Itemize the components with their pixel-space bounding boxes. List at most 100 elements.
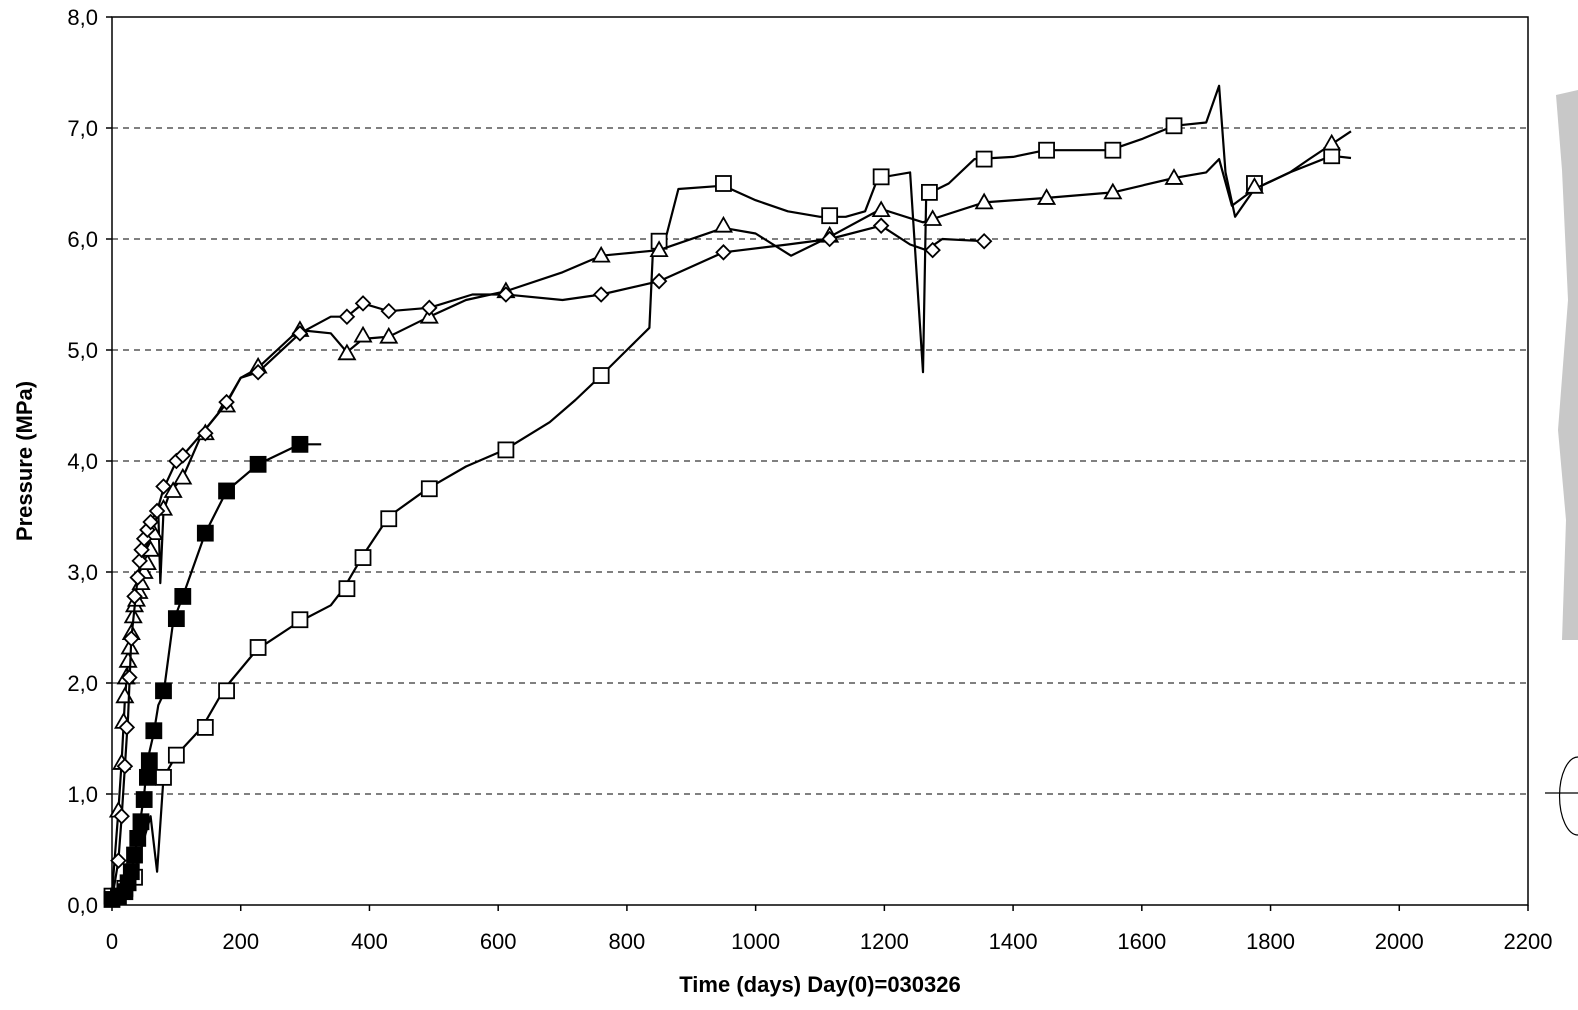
data-point-filled-square	[132, 813, 150, 831]
data-point-open-square	[1038, 141, 1055, 159]
data-point-open-diamond	[497, 286, 515, 303]
data-point-open-square	[975, 150, 993, 168]
x-axis-ticks: 0 200 400 600 800 1000 1200 1400 1600 1800 2000 220…	[106, 905, 1553, 954]
sample-sketch-inset	[1545, 90, 1578, 836]
data-point-open-square	[354, 549, 372, 566]
data-point-open-diamond	[197, 424, 214, 442]
y-tick-label: 0,0	[67, 893, 98, 918]
x-tick-label: 2200	[1504, 929, 1553, 954]
sample-sketch-arc	[1558, 756, 1578, 836]
data-point-open-triangle	[115, 686, 135, 704]
x-tick-label: 1600	[1117, 929, 1166, 954]
y-tick-label: 5,0	[67, 338, 98, 363]
data-point-open-diamond	[821, 230, 838, 248]
data-point-open-square	[921, 183, 938, 201]
y-axis-ticks: 0,0 1,0 2,0 3,0 4,0 5,0 6,0 7,0 8,0	[67, 5, 112, 918]
x-tick-label: 200	[222, 929, 259, 954]
data-point-open-diamond	[174, 447, 192, 464]
data-point-open-square	[167, 746, 185, 764]
data-point-open-square	[249, 639, 267, 656]
series-open-triangle	[108, 130, 1352, 894]
data-point-filled-square	[135, 791, 153, 808]
data-point-filled-square	[145, 722, 163, 740]
data-point-open-diamond	[592, 286, 610, 303]
y-tick-label: 3,0	[67, 560, 98, 585]
data-point-filled-square	[155, 682, 172, 700]
data-point-open-diamond	[155, 478, 172, 495]
data-point-open-square	[1165, 117, 1183, 135]
y-tick-label: 2,0	[67, 671, 98, 696]
data-point-open-diamond	[131, 552, 148, 570]
data-point-filled-square	[249, 455, 267, 473]
y-axis-title: Pressure (MPa)	[12, 381, 37, 541]
series-line	[111, 84, 1352, 895]
data-point-filled-square	[140, 752, 158, 770]
data-point-open-diamond	[421, 299, 438, 317]
data-point-filled-square	[138, 768, 156, 786]
x-tick-label: 2000	[1375, 929, 1424, 954]
data-point-open-diamond	[126, 588, 143, 605]
x-tick-label: 0	[106, 929, 118, 954]
data-point-open-square	[291, 611, 309, 629]
x-tick-label: 1400	[989, 929, 1038, 954]
data-point-open-triangle	[163, 481, 183, 498]
data-point-filled-square	[122, 863, 140, 881]
data-point-filled-square	[218, 482, 235, 500]
data-point-open-triangle	[1103, 182, 1123, 200]
data-point-open-triangle	[923, 209, 943, 226]
data-point-open-diamond	[380, 302, 398, 320]
data-point-filled-square	[126, 846, 143, 864]
data-point-open-square	[821, 207, 839, 225]
data-point-open-diamond	[354, 295, 372, 312]
x-tick-label: 400	[351, 929, 388, 954]
series-line	[110, 130, 1352, 894]
data-point-open-triangle	[1322, 133, 1342, 151]
data-point-open-diamond	[142, 513, 159, 531]
data-point-open-diamond	[123, 630, 140, 647]
data-point-open-triangle	[713, 215, 734, 233]
data-point-open-diamond	[975, 232, 993, 250]
y-tick-label: 8,0	[67, 5, 98, 30]
data-point-open-diamond	[148, 502, 166, 520]
x-tick-label: 600	[480, 929, 517, 954]
data-point-open-diamond	[924, 241, 941, 259]
data-point-open-square	[497, 441, 515, 459]
data-point-open-square	[338, 580, 356, 598]
data-point-filled-square	[196, 524, 214, 542]
series-filled-square	[103, 435, 322, 908]
data-point-open-diamond	[129, 569, 147, 586]
data-point-open-square	[380, 510, 398, 528]
data-point-open-square	[592, 367, 610, 384]
data-point-open-diamond	[118, 719, 136, 736]
data-point-open-triangle	[1244, 177, 1265, 194]
data-point-open-diamond	[338, 308, 356, 325]
series-group	[103, 84, 1352, 908]
y-tick-label: 1,0	[67, 782, 98, 807]
y-tick-label: 4,0	[67, 449, 98, 474]
x-tick-label: 1200	[860, 929, 909, 954]
data-point-open-triangle	[871, 200, 891, 218]
data-point-open-triangle	[1037, 188, 1057, 205]
gridlines	[112, 127, 1528, 795]
series-line	[110, 224, 985, 900]
data-point-open-diamond	[218, 393, 235, 411]
data-point-open-triangle	[337, 343, 357, 361]
data-point-open-square	[872, 168, 890, 186]
data-point-open-triangle	[1164, 168, 1184, 185]
data-point-open-square	[1104, 141, 1122, 159]
y-tick-label: 7,0	[67, 116, 98, 141]
data-point-open-triangle	[649, 240, 669, 258]
data-point-open-diamond	[249, 363, 267, 381]
data-point-open-diamond	[291, 325, 309, 342]
x-tick-label: 1000	[731, 929, 780, 954]
data-point-open-diamond	[133, 541, 150, 559]
data-point-open-square	[155, 768, 172, 786]
y-tick-label: 6,0	[67, 227, 98, 252]
data-point-open-diamond	[650, 272, 668, 290]
data-point-open-diamond	[872, 217, 890, 234]
data-point-open-triangle	[118, 650, 138, 668]
data-point-open-triangle	[591, 245, 611, 263]
series-open-square	[103, 84, 1352, 905]
data-point-open-diamond	[121, 669, 138, 686]
